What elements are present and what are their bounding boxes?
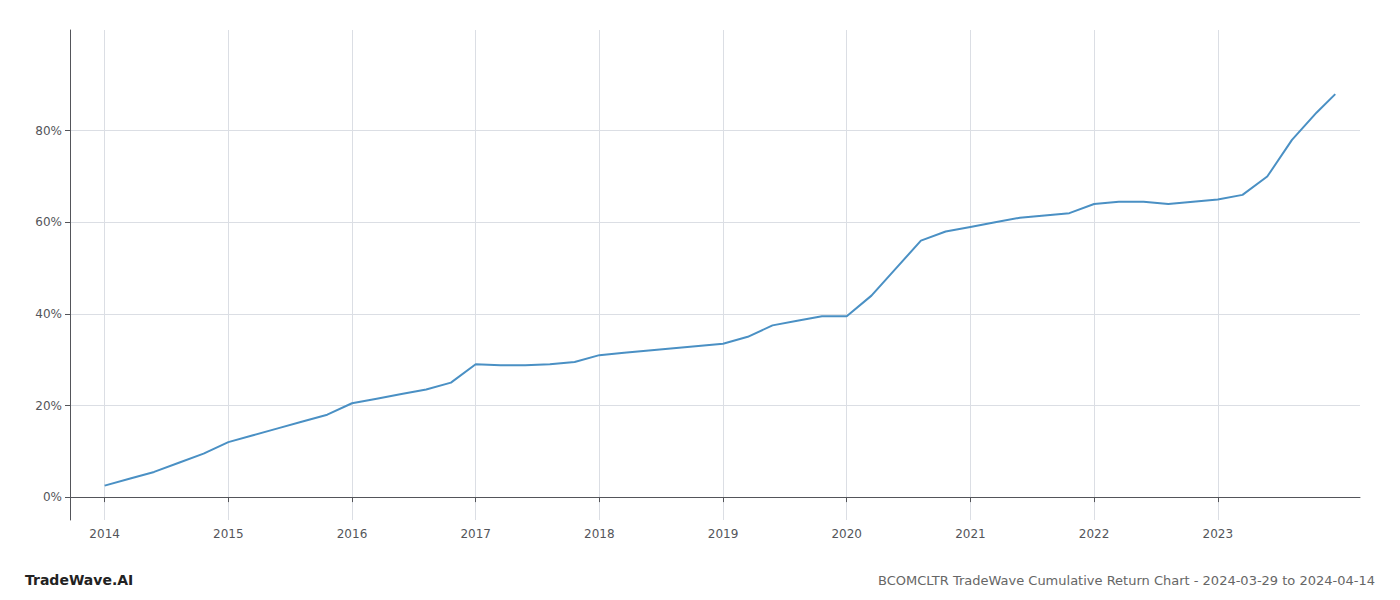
svg-text:2020: 2020 <box>831 527 862 541</box>
svg-text:2023: 2023 <box>1202 527 1233 541</box>
svg-text:BCOMCLTR TradeWave Cumulative: BCOMCLTR TradeWave Cumulative Return Cha… <box>878 573 1375 588</box>
svg-text:2017: 2017 <box>460 527 491 541</box>
svg-text:2015: 2015 <box>213 527 244 541</box>
svg-text:60%: 60% <box>35 215 62 229</box>
svg-text:2021: 2021 <box>955 527 986 541</box>
svg-text:2018: 2018 <box>584 527 615 541</box>
svg-text:40%: 40% <box>35 307 62 321</box>
svg-text:2016: 2016 <box>337 527 368 541</box>
svg-text:0%: 0% <box>43 490 62 504</box>
svg-text:2022: 2022 <box>1079 527 1110 541</box>
svg-text:80%: 80% <box>35 124 62 138</box>
svg-text:20%: 20% <box>35 399 62 413</box>
svg-text:2014: 2014 <box>89 527 120 541</box>
svg-text:2019: 2019 <box>708 527 739 541</box>
svg-text:TradeWave.AI: TradeWave.AI <box>25 572 133 588</box>
